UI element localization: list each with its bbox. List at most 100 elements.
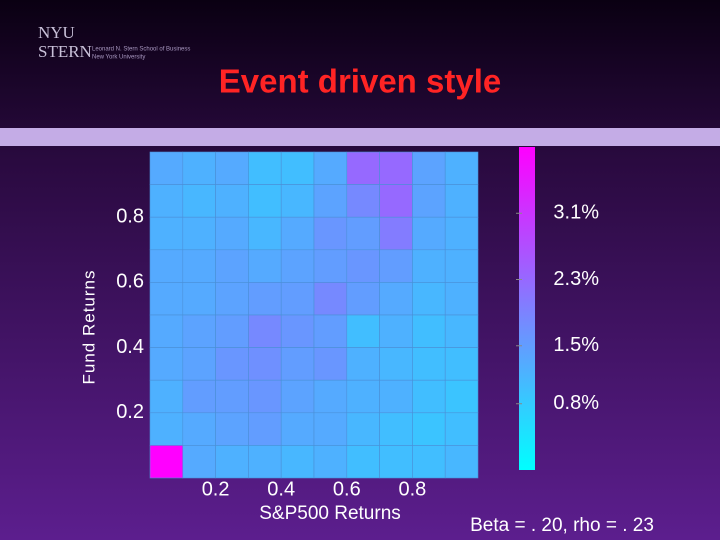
heatmap-cell	[215, 184, 249, 218]
heatmap-cell	[346, 151, 380, 185]
x-tick-label: 0.6	[333, 478, 361, 500]
heatmap-cell	[346, 216, 380, 251]
heatmap-cell	[182, 347, 216, 381]
heatmap-cell	[346, 347, 380, 381]
heatmap-cell	[444, 249, 479, 283]
heatmap-cell	[379, 184, 413, 218]
heatmap-cell	[248, 184, 282, 218]
heatmap-cell	[313, 347, 348, 381]
colorbar-tick-label: 3.1%	[553, 202, 599, 224]
heatmap-cell	[215, 216, 249, 251]
heatmap-cell	[280, 216, 315, 251]
heatmap-cell	[248, 314, 282, 348]
heatmap-cell	[379, 347, 413, 381]
heatmap-cell	[444, 282, 479, 316]
heatmap-cell	[444, 151, 479, 185]
heatmap-cell	[313, 412, 348, 446]
heatmap-cell	[248, 282, 282, 316]
heatmap-cell	[280, 445, 315, 479]
heatmap-cell	[149, 379, 184, 414]
heatmap-cell	[313, 379, 348, 414]
heatmap-cell	[412, 216, 446, 251]
logo-bottom: STERN	[38, 42, 92, 61]
heatmap-cell	[444, 184, 479, 218]
heatmap-cell	[280, 379, 315, 414]
heatmap-cell	[412, 412, 446, 446]
heatmap-cell	[444, 412, 479, 446]
heatmap-cell	[182, 216, 216, 251]
heatmap-cell	[444, 445, 479, 479]
x-axis-label: S&P500 Returns	[259, 503, 401, 524]
heatmap-cell	[215, 249, 249, 283]
heatmap-cell	[280, 282, 315, 316]
heatmap-cell	[379, 151, 413, 185]
heatmap-cell	[215, 347, 249, 381]
heatmap-cell	[215, 282, 249, 316]
heatmap-cell	[248, 379, 282, 414]
heatmap-cell	[412, 314, 446, 348]
heatmap-cell	[346, 445, 380, 479]
note: Beta = . 20, rho = . 23	[470, 515, 654, 536]
heatmap-cell	[280, 412, 315, 446]
y-tick-label: 0.6	[116, 271, 144, 293]
heatmap-cell	[149, 412, 184, 446]
heatmap-cell	[346, 314, 380, 348]
heatmap-cell	[215, 151, 249, 185]
heatmap-cell	[215, 379, 249, 414]
heatmap-cell	[215, 445, 249, 479]
heatmap-cell	[149, 445, 184, 479]
heatmap-cell	[280, 151, 315, 185]
heatmap-cell	[248, 151, 282, 185]
heatmap-cell	[379, 445, 413, 479]
heatmap-cell	[379, 314, 413, 348]
chart-title: Event driven style	[219, 63, 501, 100]
heatmap-cell	[379, 282, 413, 316]
heatmap-cell	[346, 282, 380, 316]
logo-top: NYU	[38, 23, 75, 42]
heatmap-cell	[444, 314, 479, 348]
x-tick-label: 0.2	[202, 478, 230, 500]
heatmap-cell	[346, 379, 380, 414]
heatmap-cell	[379, 249, 413, 283]
heatmap-cell	[182, 412, 216, 446]
heatmap-cell	[379, 379, 413, 414]
heatmap-cell	[182, 445, 216, 479]
colorbar-tick-label: 2.3%	[553, 268, 599, 290]
heatmap-cell	[313, 249, 348, 283]
heatmap-cell	[215, 314, 249, 348]
heatmap-cell	[149, 347, 184, 381]
heatmap-cell	[215, 412, 249, 446]
heatmap-cell	[346, 249, 380, 283]
heatmap-cell	[313, 184, 348, 218]
heatmap-cell	[149, 216, 184, 251]
heatmap-cell	[412, 184, 446, 218]
heatmap-cell	[313, 151, 348, 185]
heatmap-cell	[412, 379, 446, 414]
heatmap-cell	[149, 184, 184, 218]
heatmap-cell	[444, 379, 479, 414]
heatmap-cell	[313, 445, 348, 479]
colorbar-tick-label: 0.8%	[553, 392, 599, 414]
heatmap-cell	[313, 216, 348, 251]
heatmap-cell	[248, 347, 282, 381]
heatmap-cell	[412, 445, 446, 479]
heatmap-cell	[313, 282, 348, 316]
divider-bar	[0, 128, 720, 146]
heatmap-cell	[346, 412, 380, 446]
heatmap-cell	[182, 151, 216, 185]
heatmap-cell	[412, 151, 446, 185]
heatmap-cell	[280, 249, 315, 283]
heatmap-cell	[248, 412, 282, 446]
heatmap-cell	[444, 347, 479, 381]
heatmap-cell	[149, 151, 184, 185]
heatmap-cell	[182, 249, 216, 283]
y-tick-label: 0.2	[116, 401, 144, 423]
heatmap-cell	[280, 184, 315, 218]
heatmap-cell	[182, 379, 216, 414]
heatmap-cell	[412, 249, 446, 283]
heatmap-cell	[379, 412, 413, 446]
colorbar	[519, 147, 535, 470]
heatmap-cell	[182, 282, 216, 316]
x-tick-label: 0.4	[267, 478, 295, 500]
colorbar-tick-label: 1.5%	[553, 334, 599, 356]
